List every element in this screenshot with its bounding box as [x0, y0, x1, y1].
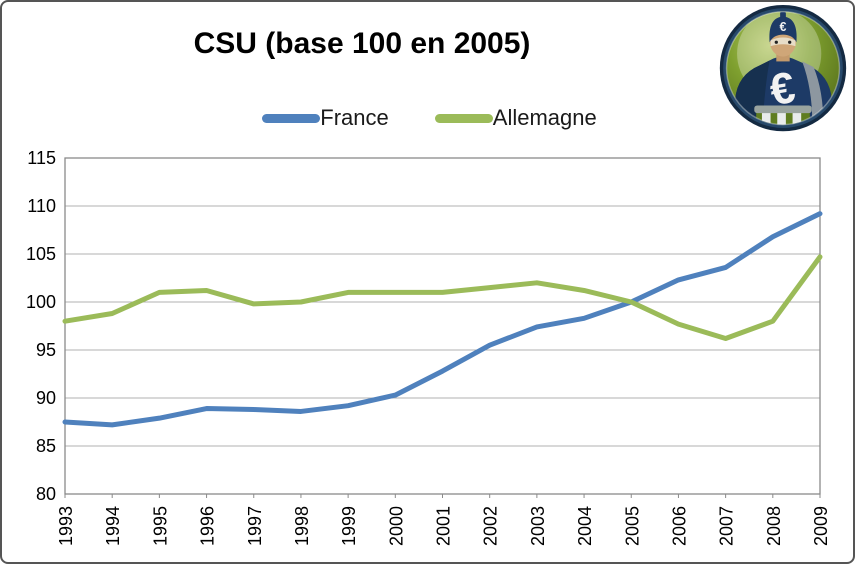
x-axis-label: 1999 [339, 506, 359, 546]
legend-swatch-france [262, 113, 321, 123]
series-line-france [62, 211, 823, 428]
y-axis-label: 105 [26, 244, 56, 264]
x-axis-label: 2000 [386, 506, 406, 546]
x-axis-label: 2004 [575, 506, 595, 546]
x-axis-label: 2003 [528, 506, 548, 546]
x-axis-label: 2008 [764, 506, 784, 546]
x-axis-label: 1996 [198, 506, 218, 546]
x-axis-label: 2009 [811, 506, 831, 546]
y-axis-label: 80 [36, 484, 56, 504]
x-axis-label: 1994 [103, 506, 123, 546]
plot-border [64, 157, 821, 495]
y-axis-label: 110 [27, 196, 56, 216]
legend-item-france: France [262, 105, 389, 130]
x-axis-label: 2005 [622, 506, 642, 546]
forehead-euro-symbol: € [780, 20, 787, 34]
x-axis-label: 2007 [717, 506, 737, 546]
legend-item-allemagne: Allemagne [434, 105, 597, 130]
chart-title: CSU (base 100 en 2005) [193, 27, 531, 60]
x-axis-label: 1993 [56, 506, 76, 546]
y-axis-label: 85 [36, 436, 56, 456]
legend-label: France [320, 105, 389, 130]
legend: France Allemagne [2, 104, 853, 132]
x-axis-label: 1995 [150, 506, 170, 546]
y-axis-label: 100 [26, 292, 56, 312]
x-axis-label: 1998 [292, 506, 312, 546]
legend-swatch-allemagne [434, 113, 493, 123]
captain-euro-badge: € € [713, 4, 853, 138]
x-axis-label: 1997 [245, 506, 265, 546]
x-axis-label: 2006 [669, 506, 689, 546]
mascot-figure: € € [735, 11, 832, 125]
y-axis-label: 115 [27, 148, 56, 168]
y-axis-label: 95 [36, 340, 56, 360]
y-axis-label: 90 [36, 388, 56, 408]
series-line-allemagne [62, 254, 823, 341]
legend-label: Allemagne [492, 105, 597, 130]
captain-euro-mascot-icon: € € [719, 4, 847, 132]
x-axis-label: 2002 [481, 506, 501, 546]
x-axis-label: 2001 [434, 506, 454, 546]
